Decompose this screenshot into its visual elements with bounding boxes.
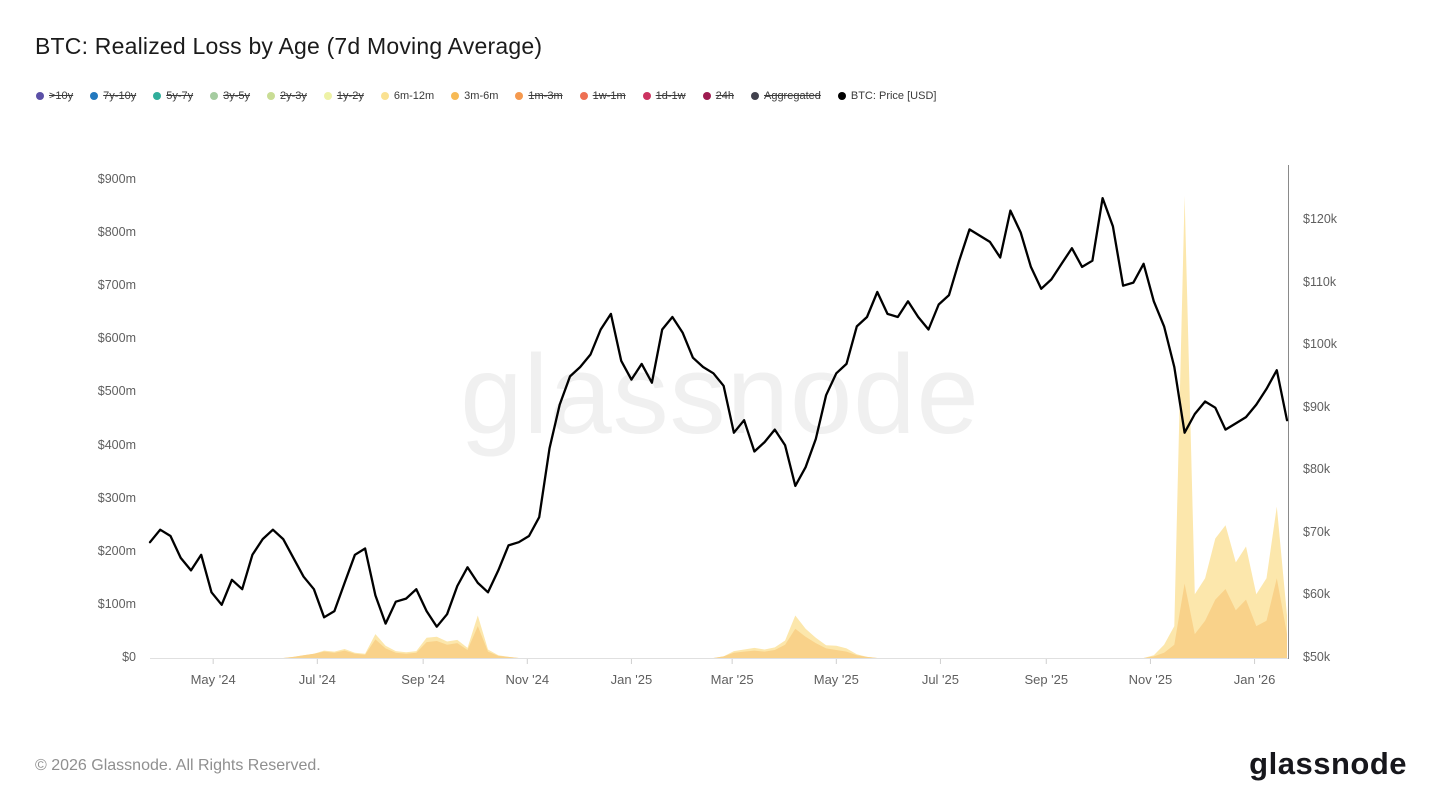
legend-item-5y-7y[interactable]: 5y-7y	[153, 90, 193, 102]
glassnode-logo: glassnode	[1249, 746, 1407, 781]
x-tick-label: Nov '25	[1128, 672, 1173, 687]
y-left-tick-label: $300m	[97, 490, 136, 505]
legend: >10y 7y-10y 5y-7y 3y-5y 2y-3y 1y-2y 6m-12m 3m-6…	[36, 90, 936, 102]
legend-swatch-icon	[451, 92, 460, 100]
legend-item-label: 3m-6m	[464, 90, 499, 102]
legend-item-label: BTC: Price [USD]	[850, 90, 937, 102]
y-left-tick-label: $600m	[97, 331, 136, 346]
y-right-tick-label: $60k	[1303, 587, 1331, 602]
legend-swatch-icon	[642, 92, 651, 100]
y-right-tick-label: $110k	[1303, 274, 1337, 289]
legend-item-label: 1w-1m	[592, 90, 626, 102]
legend-swatch-icon	[702, 92, 711, 100]
legend-item-1y-2y[interactable]: 1y-2y	[323, 90, 364, 102]
y-right-tick-label: $70k	[1303, 524, 1331, 539]
btc-price-line	[148, 196, 1289, 628]
legend-item-label: 1y-2y	[336, 90, 364, 102]
x-tick-label: Mar '25	[710, 672, 754, 687]
y-left-tick-label: $900m	[97, 172, 136, 186]
x-tick-label: Jul '25	[921, 672, 959, 687]
x-tick-label: May '25	[813, 672, 859, 687]
y-left-tick-label: $100m	[97, 596, 136, 611]
legend-swatch-icon	[750, 92, 759, 100]
y-left-tick-label: $700m	[97, 278, 136, 293]
legend-item-1d-1w[interactable]: 1d-1w	[642, 90, 686, 102]
copyright: © 2026 Glassnode. All Rights Reserved.	[35, 757, 321, 774]
x-tick-label: Nov '24	[505, 672, 550, 687]
x-tick-label: Jul '24	[298, 672, 336, 687]
y-right-tick-label: $100k	[1303, 337, 1338, 352]
legend-item-label: 1d-1w	[655, 90, 686, 102]
legend-swatch-icon	[36, 92, 44, 100]
x-tick-label: Sep '24	[401, 672, 445, 687]
x-tick-label: Jan '26	[1233, 672, 1276, 687]
legend-swatch-icon	[210, 92, 219, 100]
legend-item-3y-5y[interactable]: 3y-5y	[210, 90, 250, 102]
x-tick-label: Jan '25	[610, 672, 653, 687]
legend-item-2y-3y[interactable]: 2y-3y	[267, 90, 307, 102]
y-right-tick-label: $50k	[1303, 650, 1331, 664]
y-left-tick-label: $0	[122, 650, 136, 664]
legend-item-7y-10y[interactable]: 7y-10y	[90, 90, 136, 102]
legend-item-label: 7y-10y	[103, 90, 137, 102]
legend-item-label: 2y-3y	[280, 90, 307, 102]
legend-item-24h[interactable]: 24h	[702, 90, 734, 102]
watermark: glassnode	[460, 332, 980, 457]
y-right-tick-label: $80k	[1303, 462, 1331, 477]
series-area-6m-12m	[150, 195, 1287, 658]
x-tick-label: May '24	[190, 672, 236, 687]
legend-item-label: Aggregated	[763, 90, 821, 102]
chart-title: BTC: Realized Loss by Age (7d Moving Ave…	[35, 33, 543, 59]
x-tick-label: Sep '25	[1024, 672, 1069, 687]
legend-item-aggregated[interactable]: Aggregated	[750, 90, 821, 102]
y-right-tick-label: $90k	[1303, 399, 1331, 414]
legend-item-label: 5y-7y	[166, 90, 194, 102]
legend-item--10y[interactable]: >10y	[36, 90, 73, 102]
legend-item-3m-6m[interactable]: 3m-6m	[451, 90, 498, 102]
legend-swatch-icon	[267, 92, 276, 100]
legend-item-1w-1m[interactable]: 1w-1m	[579, 90, 626, 102]
legend-swatch-icon	[515, 92, 524, 100]
legend-item-label: 6m-12m	[393, 90, 435, 102]
legend-item-6m-12m[interactable]: 6m-12m	[380, 90, 435, 102]
legend-item-label: 1m-3m	[528, 90, 563, 102]
legend-item-label: >10y	[49, 90, 74, 102]
legend-item-label: 3y-5y	[223, 90, 251, 102]
legend-swatch-icon	[837, 92, 846, 100]
legend-item-label: 24h	[715, 90, 734, 102]
y-left-tick-label: $400m	[97, 437, 136, 452]
y-left-tick-label: $500m	[97, 384, 136, 399]
legend-swatch-icon	[153, 92, 162, 100]
y-left-tick-label: $800m	[97, 225, 136, 240]
legend-swatch-icon	[323, 92, 332, 100]
y-right-tick-label: $120k	[1303, 212, 1338, 226]
y-left-tick-label: $200m	[97, 543, 136, 558]
legend-item-1m-3m[interactable]: 1m-3m	[515, 90, 563, 102]
legend-swatch-icon	[90, 92, 99, 100]
legend-swatch-icon	[380, 92, 389, 100]
legend-item-btc-price-usd-[interactable]: BTC: Price [USD]	[837, 90, 937, 102]
series-area-3m-6m	[150, 578, 1287, 658]
legend-swatch-icon	[579, 92, 588, 100]
